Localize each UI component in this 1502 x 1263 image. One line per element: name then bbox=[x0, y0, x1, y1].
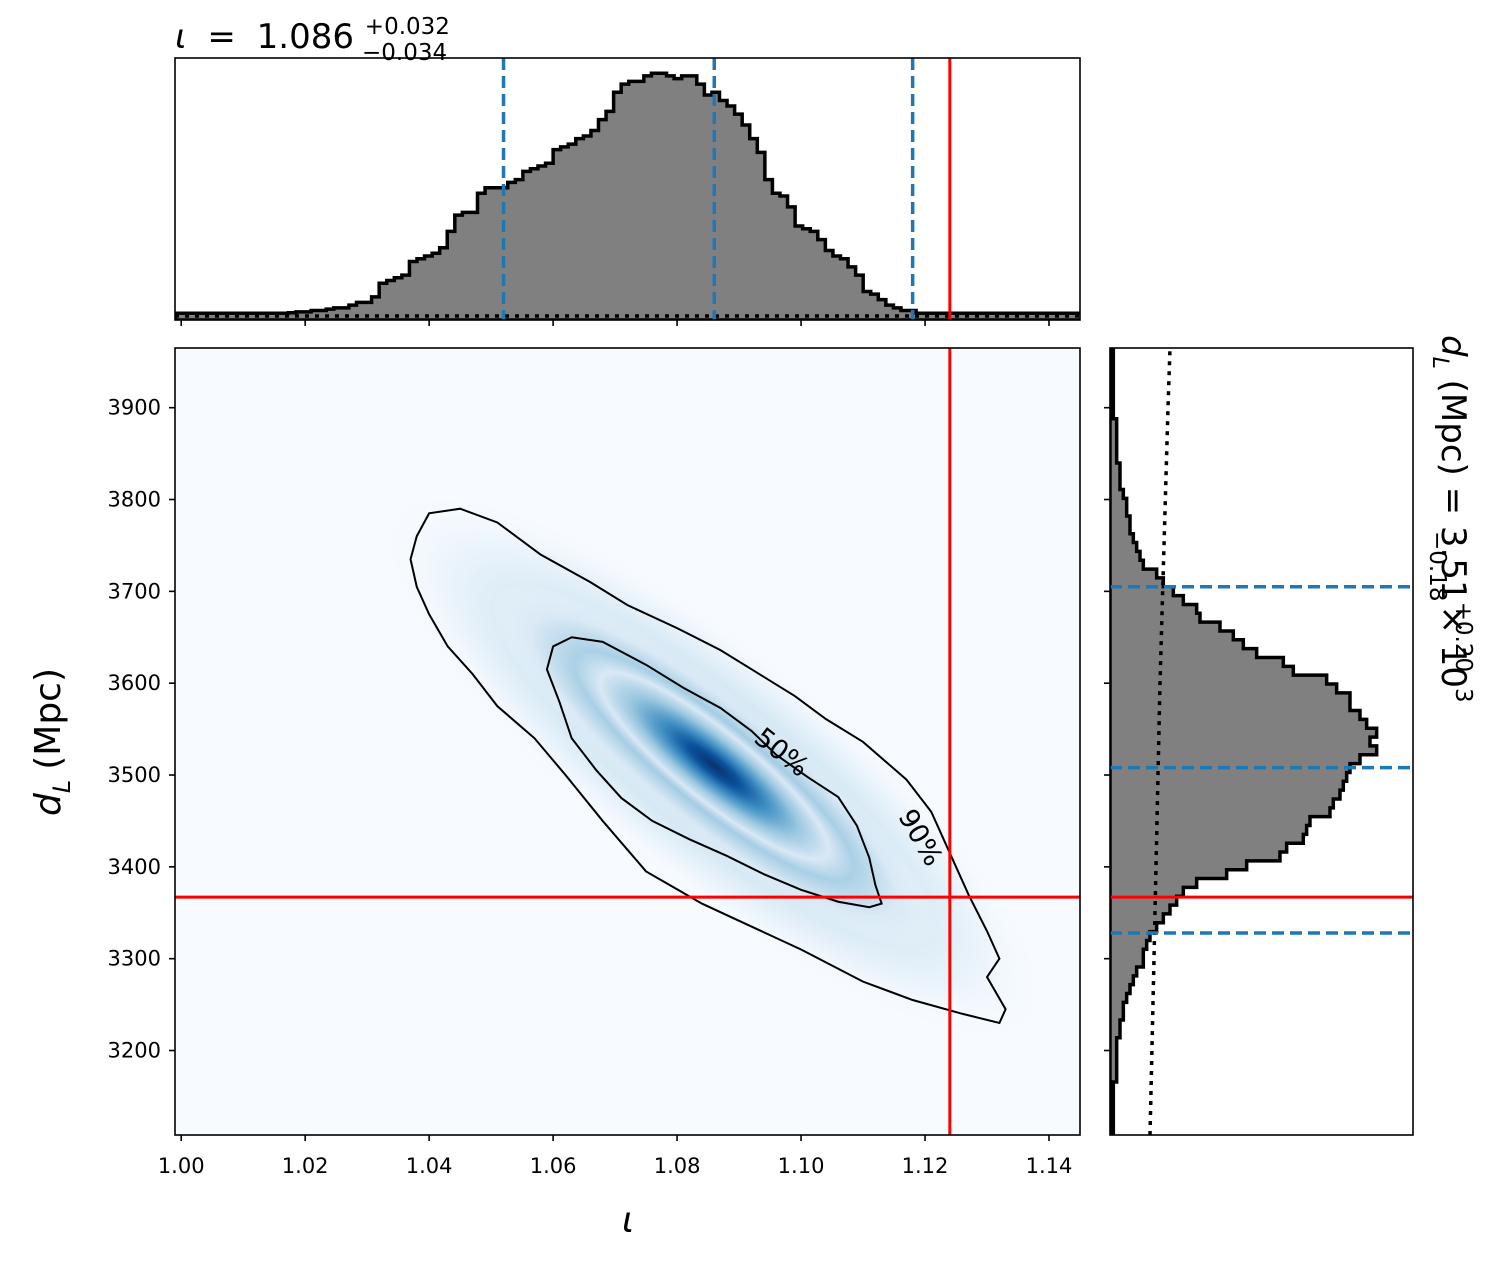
y-axis-label-unit: (Mpc) bbox=[28, 668, 69, 770]
joint-y-ticks: 3200 3300 3400 3500 3600 3700 3800 3900 bbox=[108, 396, 175, 1063]
x-axis-label: ι bbox=[622, 1200, 634, 1241]
top-frame bbox=[174, 57, 1081, 321]
right-title-symbol: d bbox=[1433, 335, 1473, 357]
right-title: dL (Mpc) = 3.51+0.20−0.18 × 103 bbox=[1424, 335, 1476, 703]
right-title-rest: (Mpc) = 3.51 bbox=[1433, 369, 1473, 602]
joint-y-tick-label-1: 3300 bbox=[108, 947, 161, 971]
joint-y-tick-label-5: 3700 bbox=[108, 579, 161, 603]
top-title-symbol: ι bbox=[175, 17, 187, 57]
right-prior-line bbox=[1148, 348, 1172, 1135]
right-title-upper: +0.20 bbox=[1450, 602, 1476, 672]
joint-x-tick-label-2: 1.04 bbox=[406, 1154, 453, 1178]
right-title-sub: L bbox=[1427, 357, 1452, 369]
joint-x-tick-label-1: 1.02 bbox=[282, 1154, 329, 1178]
top-title-equals: = bbox=[207, 17, 236, 57]
right-title-lower: −0.18 bbox=[1424, 531, 1450, 601]
right-title-times: × 10 bbox=[1433, 605, 1473, 688]
top-x-ticks bbox=[180, 320, 1050, 326]
joint-x-tick-label-7: 1.14 bbox=[1026, 1154, 1073, 1178]
top-histogram bbox=[175, 58, 1080, 320]
right-marginal-panel: dL (Mpc) = 3.51+0.20−0.18 × 103 bbox=[1104, 335, 1476, 1136]
joint-x-tick-label-6: 1.12 bbox=[902, 1154, 949, 1178]
joint-x-tick-label-3: 1.06 bbox=[530, 1154, 577, 1178]
right-title-exp: 3 bbox=[1450, 688, 1476, 703]
joint-x-ticks: 1.00 1.02 1.04 1.06 1.08 1.10 1.12 1.14 bbox=[158, 1135, 1073, 1178]
joint-y-tick-label-6: 3800 bbox=[108, 488, 161, 512]
y-axis-label-base: d bbox=[28, 792, 69, 816]
right-y-ticks bbox=[1104, 406, 1110, 1052]
joint-y-tick-label-0: 3200 bbox=[108, 1039, 161, 1063]
right-frame bbox=[1109, 347, 1414, 1136]
contour-50 bbox=[545, 636, 883, 909]
joint-x-tick-label-0: 1.00 bbox=[158, 1154, 205, 1178]
joint-y-tick-label-2: 3400 bbox=[108, 855, 161, 879]
top-title-median: 1.086 bbox=[257, 17, 354, 57]
right-histogram-bars bbox=[1110, 348, 1379, 1135]
joint-density-plot: 50%90% bbox=[175, 348, 1080, 1135]
joint-panel: 50%90% 1.00 1.02 1.04 1.06 1.08 1.10 1.12 1.14 … bbox=[28, 347, 1081, 1241]
y-axis-label: dL (Mpc) bbox=[28, 668, 76, 816]
joint-x-tick-label-4: 1.08 bbox=[654, 1154, 701, 1178]
top-histogram-bars bbox=[175, 71, 1080, 320]
y-axis-label-sub: L bbox=[48, 780, 76, 793]
joint-y-tick-label-7: 3900 bbox=[108, 396, 161, 420]
top-marginal-panel: ι = 1.086 +0.032 −0.034 bbox=[174, 3, 1081, 326]
joint-x-tick-label-5: 1.10 bbox=[778, 1154, 825, 1178]
top-title-lower: −0.034 bbox=[362, 40, 447, 66]
contour-90 bbox=[409, 507, 1007, 1025]
top-title: ι = 1.086 +0.032 −0.034 bbox=[175, 3, 461, 66]
right-histogram bbox=[1110, 348, 1413, 1135]
joint-frame bbox=[174, 347, 1081, 1136]
top-title-upper: +0.032 bbox=[365, 14, 450, 40]
joint-y-tick-label-3: 3500 bbox=[108, 763, 161, 787]
density-core bbox=[574, 651, 854, 880]
joint-y-tick-label-4: 3600 bbox=[108, 671, 161, 695]
